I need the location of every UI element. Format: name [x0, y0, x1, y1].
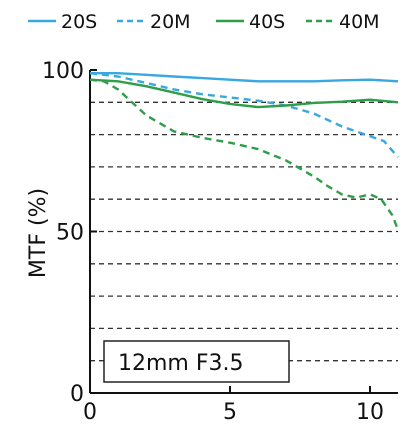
- annotation-box: [103, 340, 290, 383]
- series-line-20s: [90, 72, 399, 83]
- annotation: 12mm F3.5: [103, 340, 290, 383]
- gridlines: [90, 101, 398, 362]
- series-line-20m: [89, 72, 399, 158]
- y-tick-label: 50: [56, 221, 84, 246]
- x-tick-label: 5: [223, 400, 237, 425]
- series-line-40m: [89, 78, 400, 231]
- x-tick-label: 0: [83, 400, 97, 425]
- legend-label-40s: 40S: [249, 11, 285, 33]
- legend: 20S 20M 40S 40M: [28, 11, 380, 33]
- legend-label-20s: 20S: [61, 11, 97, 33]
- series-line-40s: [89, 78, 399, 109]
- y-tick-label: 100: [42, 59, 84, 84]
- y-tick-label: 0: [70, 382, 84, 407]
- legend-label-20m: 20M: [150, 11, 191, 33]
- legend-label-40m: 40M: [339, 11, 380, 33]
- series-lines: [89, 72, 400, 231]
- axes: 0 50 100 0 5 10: [42, 59, 398, 425]
- annotation-text: 12mm F3.5: [118, 351, 244, 376]
- x-tick-label: 10: [356, 400, 384, 425]
- y-axis-title: MTF (%): [26, 188, 51, 278]
